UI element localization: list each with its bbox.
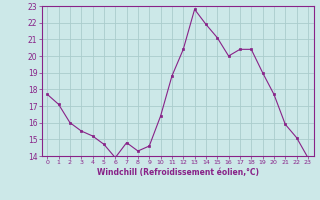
X-axis label: Windchill (Refroidissement éolien,°C): Windchill (Refroidissement éolien,°C) bbox=[97, 168, 259, 177]
